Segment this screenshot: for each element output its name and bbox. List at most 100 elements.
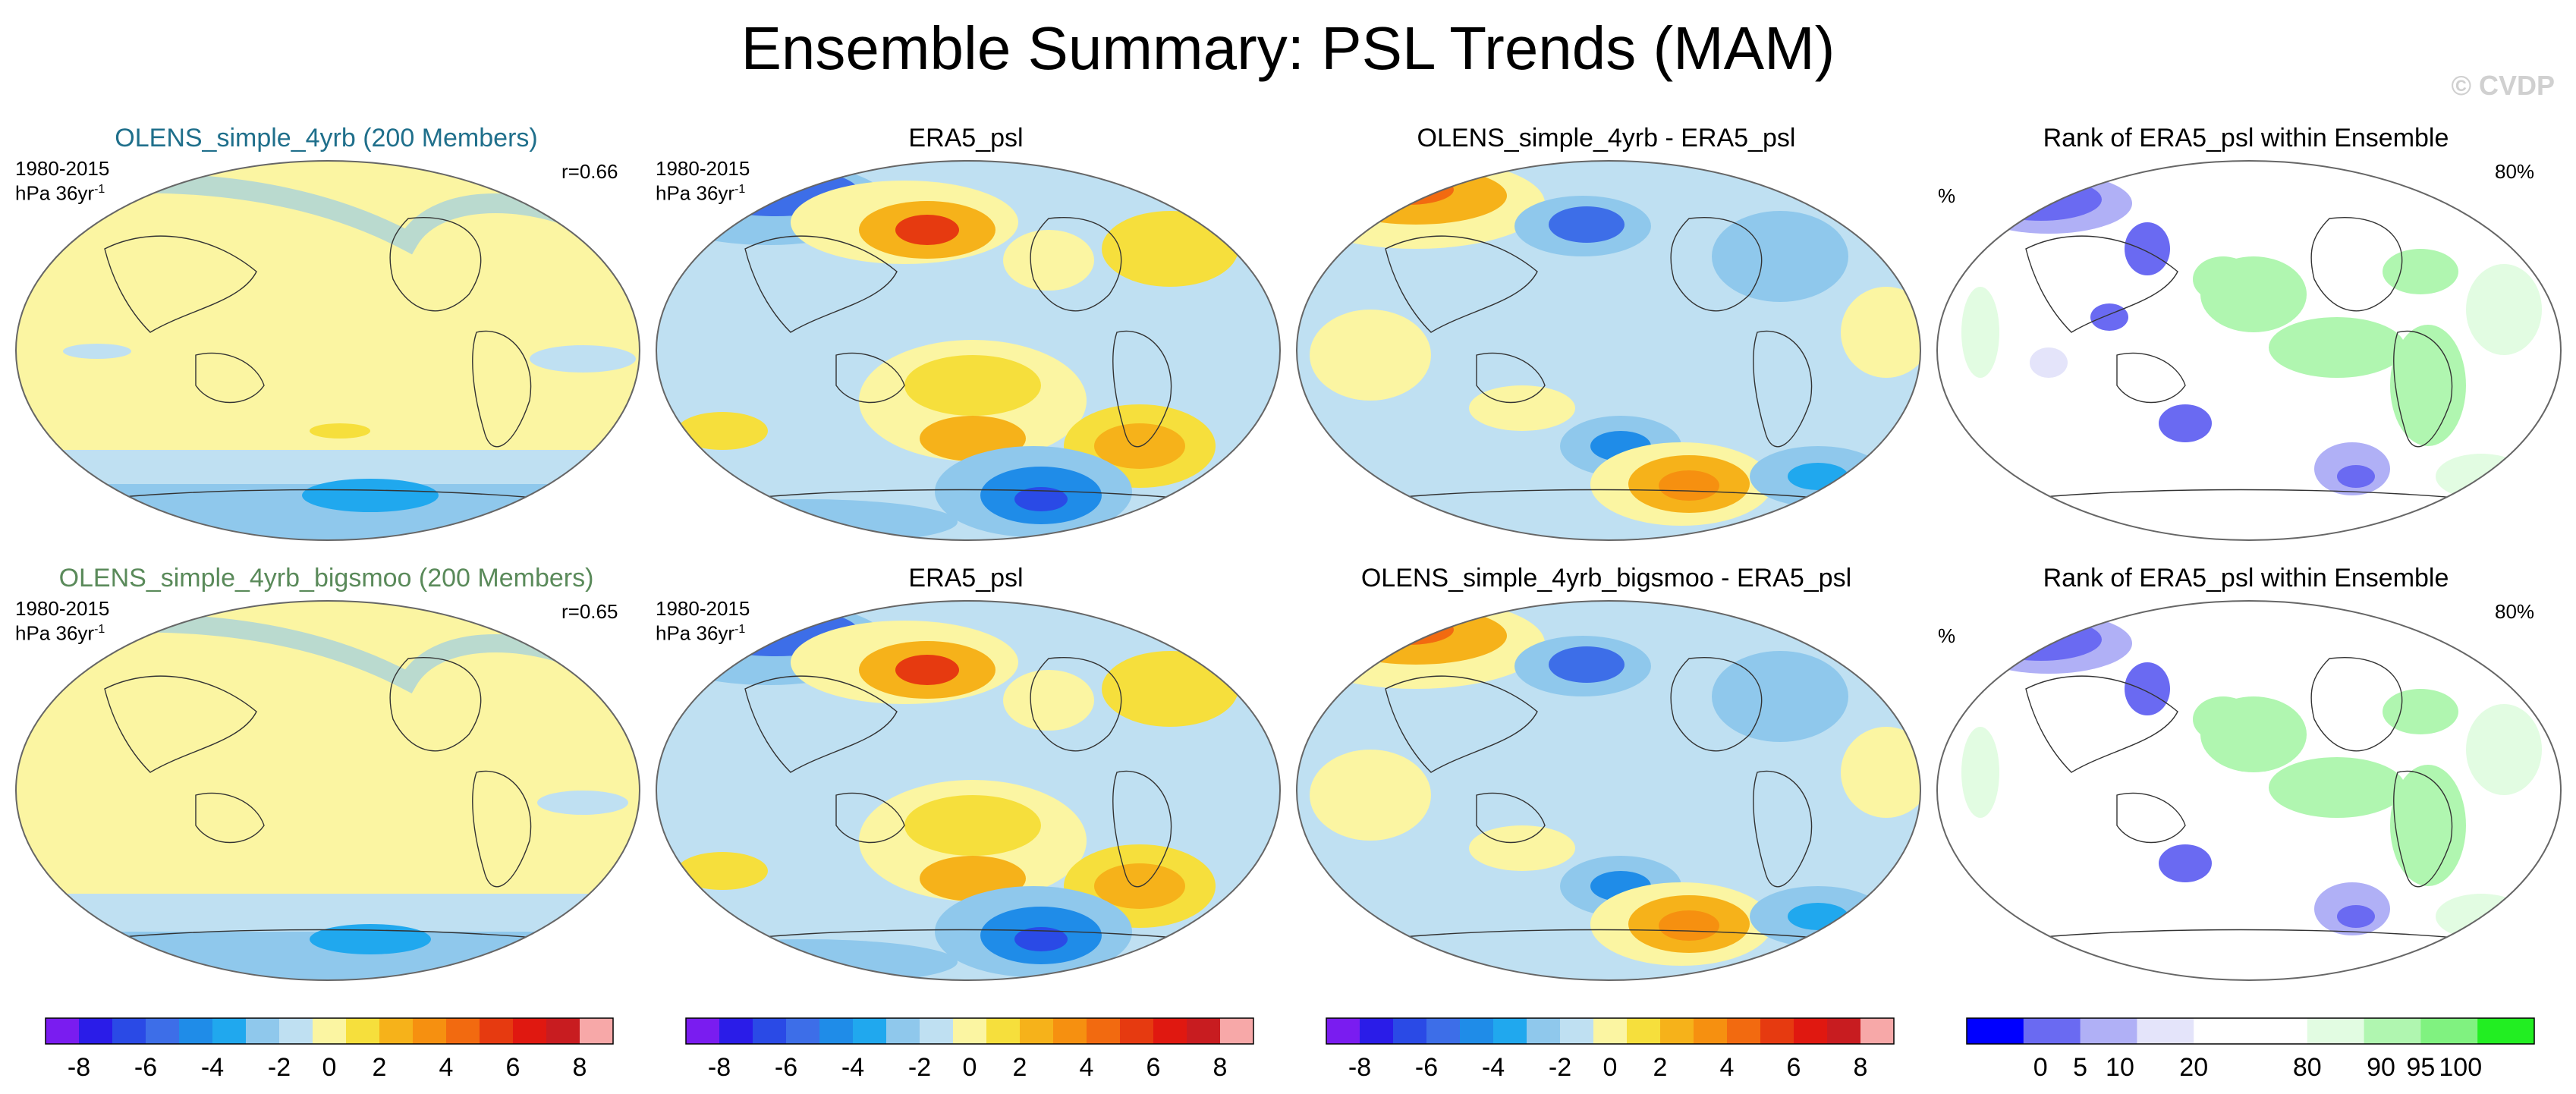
colorbar-trend-3: -8 -6 -4 -2 0 2 4 6 8: [1326, 1017, 1895, 1082]
colorbar-trend-3-border: [1326, 1017, 1895, 1045]
map-r1-c3: [1296, 160, 1921, 541]
units-r2-c2: hPa 36yr-1: [656, 621, 746, 645]
colorbar-trend-3-tick-label: -8: [1348, 1053, 1371, 1082]
colorbar-trend-2-tick-label: -4: [841, 1053, 864, 1082]
panel-title-r2-c3: OLENS_simple_4yrb_bigsmoo - ERA5_psl: [1360, 564, 1852, 593]
colorbar-rank-tick-label: 20: [2179, 1053, 2208, 1082]
colorbar-trend-1-tick-label: -4: [201, 1053, 224, 1082]
colorbar-trend-2-swatch: [1087, 1018, 1121, 1044]
colorbar-trend-3-swatch: [1727, 1018, 1761, 1044]
colorbar-trend-2-swatch: [719, 1018, 753, 1044]
colorbar-trend-2-swatch: [886, 1018, 920, 1044]
pattern-correlation-r1: r=0.66: [561, 160, 618, 183]
colorbar-trend-2-tick-label: -8: [708, 1053, 731, 1082]
colorbar-trend-1-tick-label: 6: [506, 1053, 521, 1082]
colorbar-trend-2-border: [685, 1017, 1254, 1045]
colorbar-trend-3-swatch: [1493, 1018, 1527, 1044]
panel-title-r2-c1: OLENS_simple_4yrb_bigsmoo (200 Members): [58, 564, 594, 593]
colorbar-rank-swatch: [2420, 1018, 2478, 1044]
colorbar-trend-2-swatch: [853, 1018, 887, 1044]
units-r1-c4: %: [1938, 184, 1956, 207]
units-r1-c1: hPa 36yr-1: [15, 181, 105, 205]
colorbar-trend-1-swatch: [580, 1018, 614, 1044]
colorbar-rank-tick-label: 90: [2367, 1053, 2395, 1082]
colorbar-trend-1-tick-label: -8: [68, 1053, 90, 1082]
colorbar-trend-2-tick-label: 6: [1146, 1053, 1161, 1082]
colorbar-rank-tick-label: 100: [2439, 1053, 2482, 1082]
colorbar-trend-3-tick-label: 0: [1603, 1053, 1618, 1082]
colorbar-trend-1-swatch: [546, 1018, 580, 1044]
colorbar-trend-3-tick-label: 2: [1653, 1053, 1668, 1082]
colorbar-trend-2-swatch: [1053, 1018, 1087, 1044]
colorbar-trend-3-tick-label: 4: [1720, 1053, 1735, 1082]
colorbar-trend-3-swatch: [1527, 1018, 1561, 1044]
colorbar-trend-2-swatch: [1153, 1018, 1187, 1044]
cvdp-watermark: © CVDP: [2451, 70, 2555, 101]
colorbar-trend-3-swatch: [1560, 1018, 1594, 1044]
colorbar-trend-2-swatch: [1120, 1018, 1154, 1044]
colorbar-trend-2: -8 -6 -4 -2 0 2 4 6 8: [685, 1017, 1254, 1082]
colorbar-trend-3-swatch: [1426, 1018, 1461, 1044]
figure-title: Ensemble Summary: PSL Trends (MAM): [741, 14, 1835, 82]
colorbar-trend-2-swatch: [1020, 1018, 1054, 1044]
colorbar-trend-2-swatch: [1187, 1018, 1221, 1044]
colorbar-trend-1-swatch: [346, 1018, 380, 1044]
colorbar-trend-3-swatch: [1627, 1018, 1661, 1044]
period-r1-c2: 1980-2015: [656, 157, 750, 180]
colorbar-rank-swatch: [2307, 1018, 2365, 1044]
panel-title-r1-c3: OLENS_simple_4yrb - ERA5_psl: [1417, 124, 1796, 152]
period-r2-c2: 1980-2015: [656, 597, 750, 620]
colorbar-trend-1-swatch: [179, 1018, 213, 1044]
colorbar-trend-2-swatch: [686, 1018, 720, 1044]
colorbar-trend-3-tick-label: -6: [1415, 1053, 1438, 1082]
colorbar-trend-1-swatch: [279, 1018, 313, 1044]
colorbar-rank-border: [1966, 1017, 2535, 1045]
colorbar-trend-3-swatch: [1326, 1018, 1360, 1044]
colorbar-trend-1-tick-label: 4: [439, 1053, 454, 1082]
colorbar-rank-swatch: [2194, 1018, 2251, 1044]
map-r2-c4: [1936, 600, 2562, 981]
colorbar-rank-swatch: [2250, 1018, 2308, 1044]
colorbar-trend-1-swatch: [79, 1018, 113, 1044]
units-r2-c1: hPa 36yr-1: [15, 621, 105, 645]
colorbar-trend-3-swatch: [1660, 1018, 1694, 1044]
colorbar-rank-swatch: [2137, 1018, 2194, 1044]
colorbar-trend-1-swatch: [513, 1018, 547, 1044]
colorbar-trend-1-swatch: [446, 1018, 480, 1044]
colorbar-trend-3-swatch: [1360, 1018, 1394, 1044]
colorbar-rank: 0 5 10 20 80 90 95 100: [1966, 1017, 2535, 1082]
colorbar-trend-2-tick-label: -6: [775, 1053, 797, 1082]
colorbar-rank-swatch: [1967, 1018, 2024, 1044]
colorbar-trend-3-swatch: [1860, 1018, 1895, 1044]
panel-title-r1-c4: Rank of ERA5_psl within Ensemble: [2043, 124, 2449, 152]
colorbar-trend-2-tick-label: -2: [908, 1053, 931, 1082]
colorbar-trend-2-tick-label: 0: [963, 1053, 977, 1082]
colorbar-rank-tick-label: 5: [2073, 1053, 2087, 1082]
panel-title-r2-c4: Rank of ERA5_psl within Ensemble: [2043, 564, 2449, 593]
panel-title-r2-c2: ERA5_psl: [908, 564, 1024, 593]
colorbar-rank-swatch: [2364, 1018, 2421, 1044]
map-r1-c2: [656, 160, 1281, 541]
panel-title-r1-c1: OLENS_simple_4yrb (200 Members): [115, 124, 538, 152]
colorbar-rank-tick-label: 0: [2033, 1053, 2048, 1082]
colorbar-rank-tick-label: 95: [2406, 1053, 2435, 1082]
units-r1-c2: hPa 36yr-1: [656, 181, 746, 205]
colorbar-trend-1-swatch: [480, 1018, 514, 1044]
colorbar-trend-2-swatch: [920, 1018, 954, 1044]
colorbar-trend-1-swatch: [212, 1018, 247, 1044]
colorbar-trend-3-swatch: [1694, 1018, 1728, 1044]
colorbar-trend-1-tick-label: 8: [573, 1053, 587, 1082]
panel-title-r1-c2: ERA5_psl: [908, 124, 1024, 152]
colorbar-trend-3-swatch: [1794, 1018, 1828, 1044]
colorbar-trend-2-swatch: [1220, 1018, 1254, 1044]
colorbar-trend-1-swatch: [413, 1018, 447, 1044]
colorbar-trend-1-border: [45, 1017, 614, 1045]
map-r2-c2: [656, 600, 1281, 981]
colorbar-rank-swatch: [2023, 1018, 2081, 1044]
colorbar-trend-2-swatch: [819, 1018, 854, 1044]
colorbar-trend-1-tick-label: 0: [322, 1053, 337, 1082]
rank-percent-r1: 80%: [2495, 160, 2535, 183]
map-r1-c4: [1936, 160, 2562, 541]
colorbar-rank-tick-label: 80: [2293, 1053, 2322, 1082]
colorbar-rank-tick-label: 10: [2106, 1053, 2134, 1082]
